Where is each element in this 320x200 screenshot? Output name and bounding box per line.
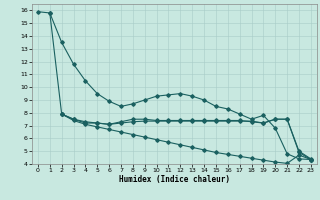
X-axis label: Humidex (Indice chaleur): Humidex (Indice chaleur)	[119, 175, 230, 184]
